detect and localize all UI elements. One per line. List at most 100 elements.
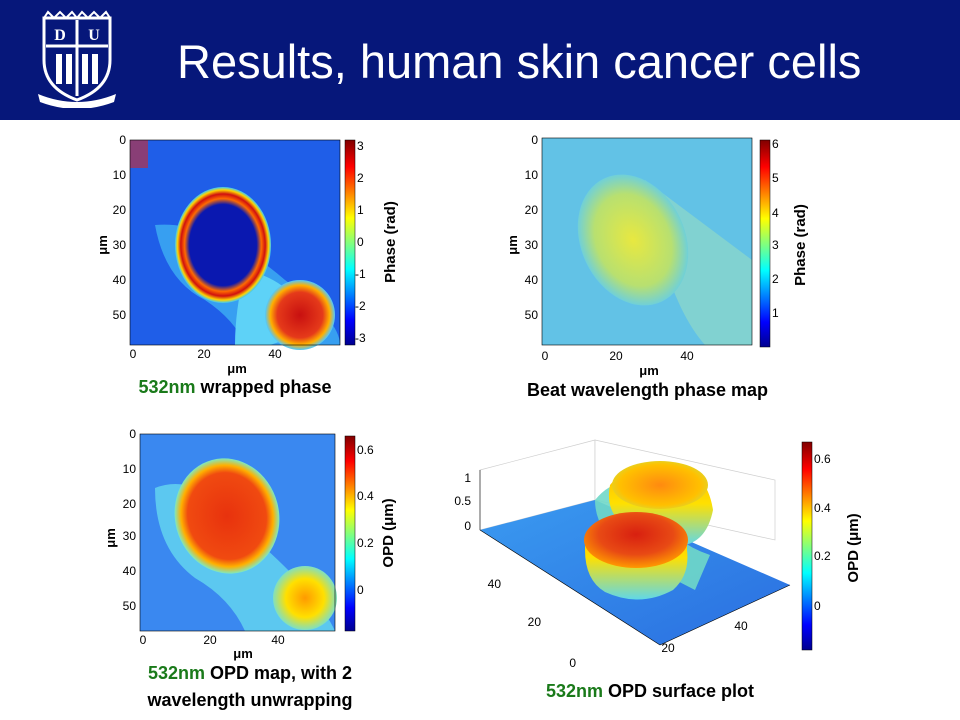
y-tick-0: 0	[531, 133, 538, 147]
opd-surface-x-ticks: 20 40	[661, 619, 748, 655]
beat-phase-y-ticks: 0 10 20 30 40 50	[525, 133, 539, 322]
opd-map-colorbar-ticks: 0.6 0.4 0.2 0	[357, 443, 374, 597]
y-tick-30: 30	[113, 238, 127, 252]
y-tick-0: 0	[129, 427, 136, 441]
cb-tick-neg2: -2	[355, 299, 366, 313]
duke-university-shield-logo: D U	[38, 10, 116, 108]
cb-tick-neg1: -1	[355, 267, 366, 281]
y-tick-0: 0	[119, 133, 126, 147]
opd-map-x-ticks: 0 20 40	[140, 633, 285, 647]
cb-tick-0.6: 0.6	[814, 452, 831, 466]
x-tick-0: 0	[542, 349, 549, 363]
wrapped-phase-panel: 0 10 20 30 40 50 0 20 40 μm μm 3 2 1 0 -…	[95, 130, 415, 380]
cb-tick-0.6: 0.6	[357, 443, 374, 457]
y-tick-50: 50	[123, 599, 137, 613]
y-tick-10: 10	[123, 462, 137, 476]
cb-tick-neg3: -3	[355, 331, 366, 345]
caption-wavelength: 532nm	[138, 377, 196, 397]
caption-text: OPD map, with 2	[205, 663, 353, 683]
caption-wavelength: 532nm	[147, 663, 205, 683]
opd-map-colorbar	[344, 435, 356, 632]
x-tick-20: 20	[661, 641, 675, 655]
opd-surface-z-ticks: 1 0.5 0	[454, 471, 471, 533]
y-tick-10: 10	[525, 168, 539, 182]
y-tick-40: 40	[488, 577, 502, 591]
beat-phase-plot: 0 10 20 30 40 50 0 20 40 μm μm 6 5 4 3 2…	[505, 133, 809, 378]
wrapped-phase-x-ticks: 0 20 40	[130, 347, 282, 361]
opd-map-y-ticks: 0 10 20 30 40 50	[123, 427, 137, 613]
y-axis-label: μm	[505, 235, 520, 255]
y-tick-30: 30	[123, 529, 137, 543]
y-tick-20: 20	[525, 203, 539, 217]
caption-line-1: 532nm OPD map, with 2	[90, 660, 410, 687]
logo-letter-d: D	[54, 27, 66, 44]
cb-tick-6: 6	[772, 137, 779, 151]
caption-line-2: wavelength unwrapping	[147, 690, 353, 710]
beat-phase-caption: Beat wavelength phase map	[526, 380, 769, 400]
x-tick-40: 40	[271, 633, 285, 647]
opd-surface-y-ticks: 40 20 0	[488, 577, 577, 670]
opd-map-caption: 532nm OPD map, with 2 wavelength unwrapp…	[90, 660, 410, 714]
beat-phase-panel: 0 10 20 30 40 50 0 20 40 μm μm 6 5 4 3 2…	[505, 130, 825, 380]
opd-surface-panel: 1 0.5 0 40 20 0 20 40 0.6 0.4 0.2 0 OPD …	[445, 430, 875, 670]
cb-tick-0.2: 0.2	[814, 549, 831, 563]
x-tick-20: 20	[609, 349, 623, 363]
x-tick-0: 0	[130, 347, 137, 361]
z-tick-1: 1	[464, 471, 471, 485]
cb-tick-4: 4	[772, 206, 779, 220]
x-tick-40: 40	[734, 619, 748, 633]
opd-surface-colorbar	[801, 441, 813, 651]
caption-text: wrapped phase	[195, 377, 332, 397]
opd-map-plot: 0 10 20 30 40 50 0 20 40 μm μm 0.6 0.4 0…	[103, 427, 397, 661]
cb-tick-3: 3	[772, 238, 779, 252]
x-tick-0: 0	[140, 633, 147, 647]
y-tick-50: 50	[113, 308, 127, 322]
z-tick-0: 0	[464, 519, 471, 533]
wrapped-phase-colorbar	[344, 139, 356, 346]
opd-surface-caption: 532nm OPD surface plot	[500, 678, 800, 705]
wrapped-phase-colorbar-ticks: 3 2 1 0 -1 -2 -3	[355, 139, 366, 345]
y-tick-0: 0	[569, 656, 576, 670]
z-tick-0.5: 0.5	[454, 494, 471, 508]
opd-surface-plot: 1 0.5 0 40 20 0 20 40 0.6 0.4 0.2 0 OPD …	[454, 439, 862, 670]
x-axis-label: μm	[639, 363, 659, 378]
caption-text: OPD surface plot	[603, 681, 755, 701]
y-tick-20: 20	[123, 497, 137, 511]
slide-title: Results, human skin cancer cells	[177, 35, 862, 88]
cb-tick-5: 5	[772, 171, 779, 185]
beat-phase-colorbar-ticks: 6 5 4 3 2 1	[772, 137, 779, 320]
cb-tick-3: 3	[357, 139, 364, 153]
title-bar: D U Results, human skin cancer cells	[0, 0, 960, 120]
wrapped-phase-caption: 532nm wrapped phase	[105, 374, 365, 401]
cb-tick-0: 0	[814, 599, 821, 613]
y-tick-40: 40	[123, 564, 137, 578]
cb-tick-2: 2	[772, 272, 779, 286]
x-tick-20: 20	[203, 633, 217, 647]
y-tick-20: 20	[528, 615, 542, 629]
x-axis-label: μm	[227, 361, 247, 376]
cb-tick-0.2: 0.2	[357, 536, 374, 550]
colorbar-label: OPD (μm)	[845, 513, 862, 582]
cb-tick-0.4: 0.4	[814, 501, 831, 515]
colorbar-label: Phase (rad)	[382, 201, 399, 283]
colorbar-label: OPD (μm)	[380, 498, 397, 567]
opd-surface-colorbar-ticks: 0.6 0.4 0.2 0	[814, 452, 831, 613]
y-tick-50: 50	[525, 308, 539, 322]
colorbar-label: Phase (rad)	[792, 204, 809, 286]
y-tick-30: 30	[525, 238, 539, 252]
logo-letter-u: U	[88, 27, 100, 44]
x-axis-label: μm	[233, 646, 253, 661]
wrapped-phase-y-ticks: 0 10 20 30 40 50	[113, 133, 127, 322]
y-axis-label: μm	[103, 528, 118, 548]
y-axis-label: μm	[95, 235, 110, 255]
cb-tick-1: 1	[772, 306, 779, 320]
x-tick-20: 20	[197, 347, 211, 361]
cb-tick-2: 2	[357, 171, 364, 185]
wrapped-phase-plot: 0 10 20 30 40 50 0 20 40 μm μm 3 2 1 0 -…	[95, 133, 399, 376]
beat-phase-x-ticks: 0 20 40	[542, 349, 694, 363]
x-tick-40: 40	[680, 349, 694, 363]
y-tick-20: 20	[113, 203, 127, 217]
cb-tick-0.4: 0.4	[357, 489, 374, 503]
x-tick-40: 40	[268, 347, 282, 361]
caption-wavelength: 532nm	[545, 681, 603, 701]
